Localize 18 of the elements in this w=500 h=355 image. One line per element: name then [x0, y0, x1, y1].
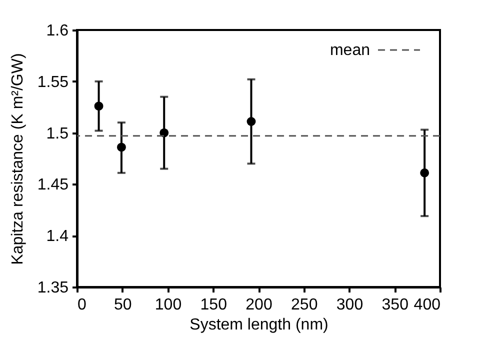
- x-tick-label: 400: [414, 296, 441, 314]
- x-axis-title: System length (nm): [190, 316, 328, 334]
- y-tick-label: 1.35: [37, 280, 69, 296]
- x-tick-label: 250: [291, 296, 318, 314]
- x-tick-label: 300: [336, 296, 364, 314]
- x-tick-label: 100: [154, 296, 182, 314]
- y-tick-label: 1.5: [46, 125, 69, 142]
- y-tick-label: 1.6: [46, 22, 69, 40]
- y-tick-label: 1.45: [37, 176, 69, 194]
- x-tick-label: 50: [114, 296, 132, 314]
- legend-label: mean: [330, 42, 370, 59]
- x-tick-label: 350: [382, 296, 409, 314]
- x-tick-label: 150: [200, 296, 228, 314]
- y-tick-label: 1.55: [37, 74, 69, 91]
- y-axis-title: Kapitza resistance (K m²/GW): [9, 53, 26, 265]
- x-tick-label: 0: [78, 296, 86, 314]
- x-tick-label: 200: [246, 296, 272, 314]
- y-tick-label: 1.4: [46, 228, 69, 246]
